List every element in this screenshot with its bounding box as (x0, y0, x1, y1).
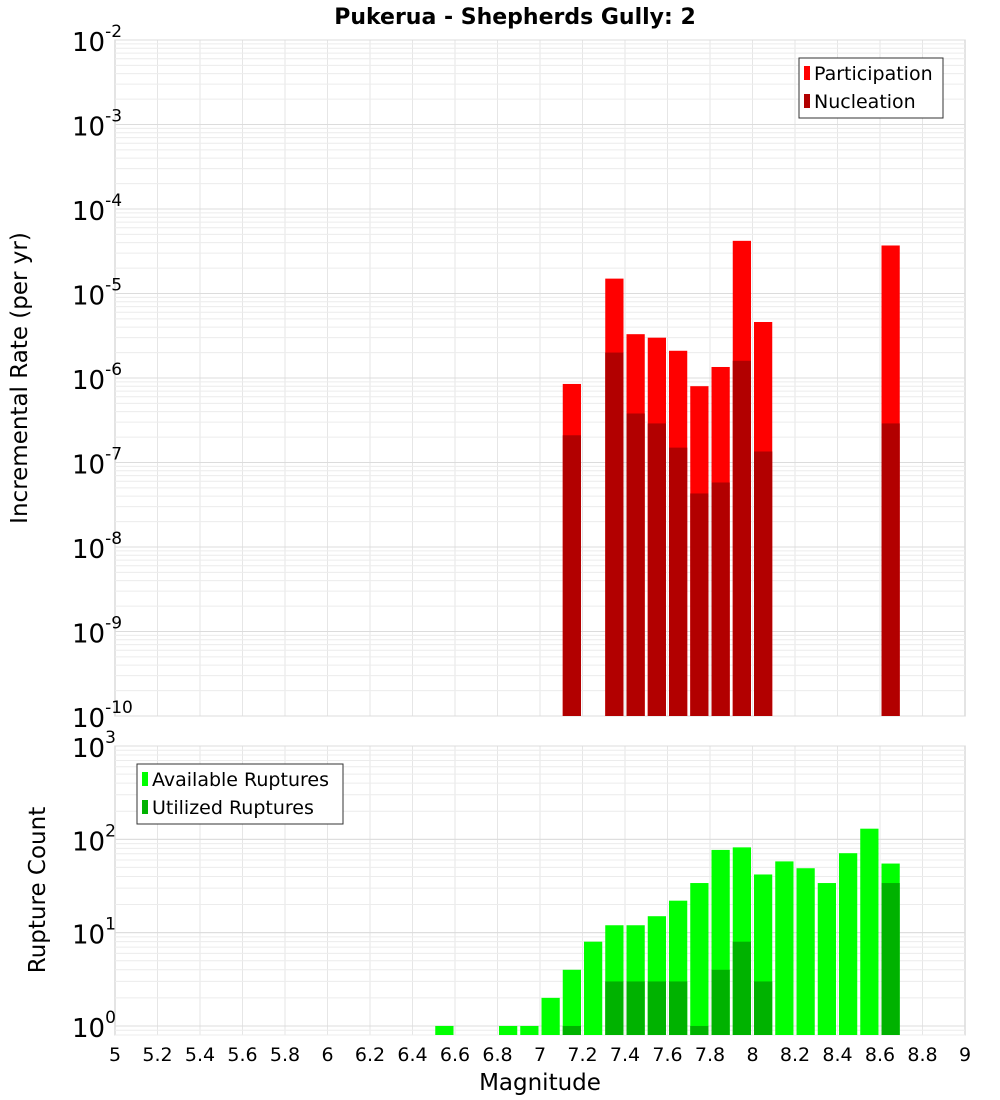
legend-swatch (804, 94, 810, 108)
rate-bar-nucleation (647, 423, 666, 716)
x-tick-label: 8 (746, 1044, 758, 1066)
count-bar-utilized-ruptures (881, 883, 900, 1035)
count-legend: Available Ruptures Utilized Ruptures (136, 763, 344, 825)
count-panel: 100 101 102 103 5 5.2 5.4 5.6 5.8 6 6.2 6.4 6.6 6.8 7… (25, 728, 971, 1096)
rate-gridlines (115, 39, 965, 717)
rate-legend: Participation Nucleation (798, 57, 944, 119)
count-bars (435, 828, 900, 1035)
count-bar-available-ruptures (796, 868, 815, 1035)
x-tick-label: 8.6 (865, 1044, 895, 1066)
y-tick-label: 10-5 (72, 276, 122, 312)
legend-label: Available Ruptures (152, 769, 329, 791)
x-tick-label: 5.4 (185, 1044, 215, 1066)
rate-bar-nucleation (669, 447, 688, 716)
x-tick-label: 7.4 (610, 1044, 640, 1066)
count-bar-available-ruptures (817, 883, 836, 1035)
count-bar-available-ruptures (839, 853, 858, 1035)
x-tick-label: 8.2 (780, 1044, 810, 1066)
rate-bars (562, 240, 900, 717)
rate-panel: 10-10 10-9 10-8 10-7 10-6 10-5 10-4 10-3 10-2 In… (7, 22, 966, 734)
count-bar-utilized-ruptures (562, 1025, 581, 1035)
rate-bar-nucleation (626, 413, 645, 716)
count-bar-utilized-ruptures (754, 981, 773, 1035)
x-tick-label: 5.2 (142, 1044, 172, 1066)
x-tick-label: 5.6 (227, 1044, 257, 1066)
legend-label: Nucleation (814, 91, 916, 113)
y-tick-label: 101 (72, 915, 116, 951)
y-tick-label: 10-4 (72, 191, 122, 227)
x-tick-label: 6.2 (355, 1044, 385, 1066)
count-bar-available-ruptures (690, 883, 709, 1035)
legend-swatch (142, 800, 148, 814)
count-bar-utilized-ruptures (605, 981, 624, 1035)
rate-y-axis-title: Incremental Rate (per yr) (7, 232, 33, 524)
count-bar-available-ruptures (584, 941, 603, 1035)
rate-bar-nucleation (605, 352, 624, 716)
count-bar-available-ruptures (435, 1025, 454, 1035)
x-tick-label: 8.8 (907, 1044, 937, 1066)
x-tick-label: 6 (321, 1044, 333, 1066)
y-tick-label: 102 (72, 821, 116, 857)
legend-box (136, 763, 344, 825)
x-tick-label: 6.8 (482, 1044, 512, 1066)
x-tick-label: 5.8 (270, 1044, 300, 1066)
y-tick-label: 10-7 (72, 445, 122, 481)
x-tick-label: 8.4 (822, 1044, 852, 1066)
count-bar-available-ruptures (541, 997, 560, 1035)
rate-bar-nucleation (881, 423, 900, 716)
count-bar-available-ruptures (775, 861, 794, 1035)
legend-label: Utilized Ruptures (152, 797, 314, 819)
rate-y-tick-labels: 10-10 10-9 10-8 10-7 10-6 10-5 10-4 10-3 10-2 (72, 22, 133, 734)
rate-bar-nucleation (711, 482, 730, 716)
rate-bar-nucleation (562, 435, 581, 716)
y-tick-label: 10-10 (72, 698, 133, 734)
x-tick-label: 7.6 (652, 1044, 682, 1066)
x-tick-label: 6.4 (397, 1044, 427, 1066)
count-y-tick-labels: 100 101 102 103 (72, 728, 116, 1044)
legend-swatch (142, 772, 148, 786)
rate-bar-nucleation (732, 360, 751, 716)
count-bar-available-ruptures (860, 828, 879, 1035)
count-bar-available-ruptures (520, 1025, 539, 1035)
y-tick-label: 103 (72, 728, 116, 764)
count-bar-utilized-ruptures (732, 941, 751, 1035)
magnitude-x-tick-labels: 5 5.2 5.4 5.6 5.8 6 6.2 6.4 6.6 6.8 7 7.2 7.4 7.6 7.8 8… (109, 1044, 971, 1066)
x-axis-title: Magnitude (479, 1070, 601, 1096)
count-bar-utilized-ruptures (626, 981, 645, 1035)
x-tick-label: 7.8 (695, 1044, 725, 1066)
rate-bar-nucleation (690, 493, 709, 716)
x-tick-label: 5 (109, 1044, 121, 1066)
count-bar-utilized-ruptures (669, 981, 688, 1035)
x-tick-label: 7.2 (567, 1044, 597, 1066)
legend-swatch (804, 66, 810, 80)
y-tick-label: 10-8 (72, 529, 122, 565)
y-tick-label: 10-6 (72, 360, 122, 396)
x-tick-label: 9 (959, 1044, 971, 1066)
chart-title: Pukerua - Shepherds Gully: 2 (334, 5, 696, 30)
count-bar-utilized-ruptures (690, 1025, 709, 1035)
count-bar-available-ruptures (562, 969, 581, 1035)
count-bar-available-ruptures (499, 1025, 518, 1035)
count-bar-utilized-ruptures (647, 981, 666, 1035)
y-tick-label: 10-9 (72, 614, 122, 650)
x-tick-label: 6.6 (440, 1044, 470, 1066)
y-tick-label: 100 (72, 1008, 116, 1044)
legend-box (798, 57, 944, 119)
count-y-axis-title: Rupture Count (25, 807, 51, 973)
rate-bar-nucleation (754, 451, 773, 716)
legend-label: Participation (814, 63, 933, 85)
x-tick-label: 7 (534, 1044, 546, 1066)
y-tick-label: 10-2 (72, 22, 122, 58)
y-tick-label: 10-3 (72, 107, 122, 143)
count-bar-utilized-ruptures (711, 969, 730, 1035)
